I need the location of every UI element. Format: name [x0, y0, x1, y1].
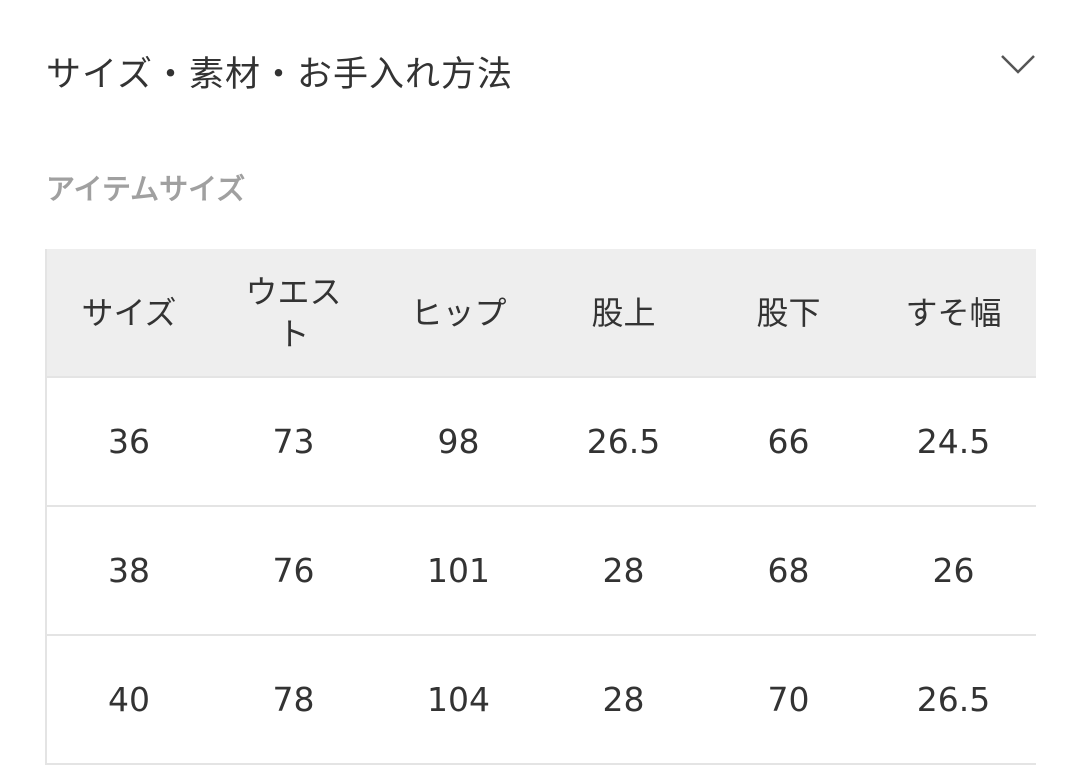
chevron-down-icon[interactable]: [1000, 52, 1036, 76]
table-cell: 40: [46, 634, 211, 765]
column-header: サイズ: [46, 249, 211, 377]
table-cell: 26: [871, 505, 1036, 635]
table-cell: 101: [376, 505, 541, 635]
table-cell: 24.5: [871, 376, 1036, 506]
column-header: ヒップ: [376, 249, 541, 377]
table-row: 38 76 101 28 68 26: [46, 505, 1036, 635]
size-table: サイズ ウエスト ヒップ 股上 股下 すそ幅 36 73 98 26.5 66 24.5 38 76 10…: [45, 249, 1036, 765]
table-cell: 38: [46, 505, 211, 635]
table-header-row: サイズ ウエスト ヒップ 股上 股下 すそ幅: [46, 249, 1036, 377]
column-header: 股下: [706, 249, 871, 377]
table-cell: 98: [376, 376, 541, 506]
table-cell: 28: [541, 505, 706, 635]
table-row: 40 78 104 28 70 26.5: [46, 634, 1036, 765]
table-cell: 70: [706, 634, 871, 765]
table-cell: 36: [46, 376, 211, 506]
table-row: 36 73 98 26.5 66 24.5: [46, 376, 1036, 506]
table-cell: 76: [211, 505, 376, 635]
column-header: ウエスト: [211, 249, 376, 377]
item-size-label: アイテムサイズ: [46, 172, 246, 206]
column-header: 股上: [541, 249, 706, 377]
table-cell: 28: [541, 634, 706, 765]
table-cell: 68: [706, 505, 871, 635]
table-cell: 104: [376, 634, 541, 765]
table-cell: 78: [211, 634, 376, 765]
table-cell: 26.5: [871, 634, 1036, 765]
column-header: すそ幅: [871, 249, 1036, 377]
section-title[interactable]: サイズ・素材・お手入れ方法: [46, 55, 513, 95]
table-cell: 66: [706, 376, 871, 506]
table-cell: 73: [211, 376, 376, 506]
table-cell: 26.5: [541, 376, 706, 506]
